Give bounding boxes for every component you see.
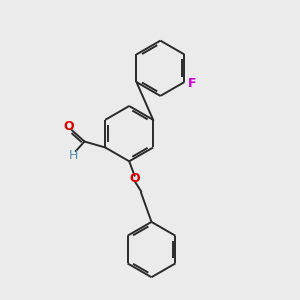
- Text: O: O: [130, 172, 140, 185]
- Text: O: O: [64, 120, 74, 133]
- Text: H: H: [69, 149, 78, 162]
- Text: F: F: [188, 77, 197, 90]
